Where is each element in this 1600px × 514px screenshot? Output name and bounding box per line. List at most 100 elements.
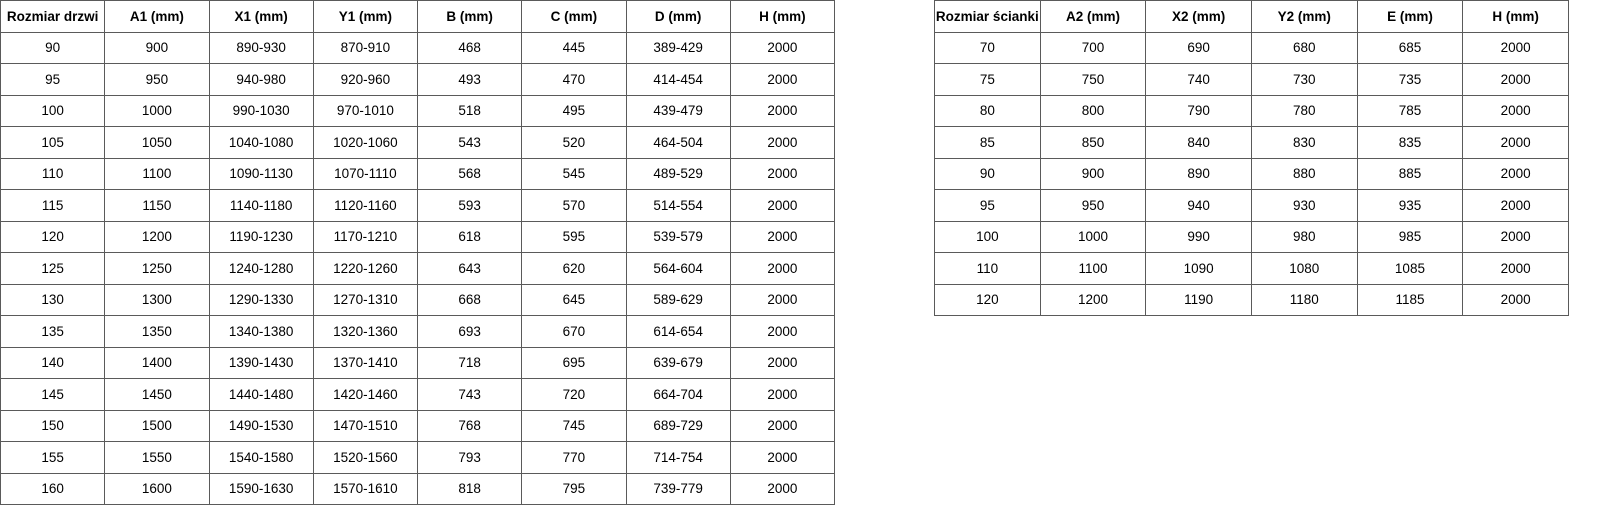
table-cell: 520	[521, 126, 627, 159]
table-cell: 920-960	[312, 63, 419, 96]
table-cell: 1200	[104, 220, 210, 253]
header-row: Rozmiar drzwi A1 (mm) X1 (mm) Y1 (mm) B (mm)…	[0, 0, 836, 33]
table-cell: 840	[1145, 126, 1252, 159]
table-cell: 110	[934, 252, 1041, 285]
table-cell: 2000	[1462, 189, 1569, 222]
table-cell: 1400	[104, 346, 210, 379]
table-cell: 125	[0, 252, 106, 285]
column-header: E (mm)	[1356, 0, 1464, 33]
table-cell: 880	[1250, 157, 1358, 190]
table-cell: 1420-1460	[312, 378, 419, 411]
column-header: B (mm)	[416, 0, 523, 33]
table-cell: 780	[1250, 94, 1358, 127]
table-cell: 643	[416, 252, 523, 285]
table-cell: 2000	[1462, 220, 1569, 253]
table-cell: 1550	[104, 441, 210, 474]
table-row: 80 800 790 780 785 2000	[934, 94, 1569, 127]
table-cell: 990-1030	[208, 94, 314, 127]
table-cell: 900	[1039, 157, 1147, 190]
table-cell: 1350	[104, 315, 210, 348]
table-cell: 2000	[729, 189, 836, 222]
table-cell: 2000	[1462, 63, 1569, 96]
column-header: Rozmiar drzwi	[0, 0, 106, 33]
table-cell: 1140-1180	[208, 189, 314, 222]
table-cell: 743	[416, 378, 523, 411]
table-cell: 818	[416, 472, 523, 505]
table-cell: 1270-1310	[312, 283, 419, 316]
table-cell: 2000	[729, 378, 836, 411]
table-cell: 700	[1039, 31, 1147, 64]
table-cell: 2000	[729, 126, 836, 159]
table-cell: 464-504	[625, 126, 731, 159]
table-cell: 735	[1356, 63, 1464, 96]
table-cell: 689-729	[625, 409, 731, 442]
table-cell: 664-704	[625, 378, 731, 411]
table-cell: 2000	[729, 157, 836, 190]
table-cell: 2000	[729, 63, 836, 96]
table-cell: 1440-1480	[208, 378, 314, 411]
table-cell: 768	[416, 409, 523, 442]
column-header: H (mm)	[1462, 0, 1569, 33]
table-cell: 935	[1356, 189, 1464, 222]
table-cell: 2000	[729, 94, 836, 127]
table-cell: 1290-1330	[208, 283, 314, 316]
table-cell: 100	[0, 94, 106, 127]
table-cell: 1340-1380	[208, 315, 314, 348]
table-cell: 830	[1250, 126, 1358, 159]
table-cell: 2000	[729, 31, 836, 64]
table-row: 125 1250 1240-1280 1220-1260 643 620 564-604 20…	[0, 252, 836, 285]
table-cell: 900	[104, 31, 210, 64]
table-cell: 470	[521, 63, 627, 96]
table-cell: 493	[416, 63, 523, 96]
table-cell: 1180	[1250, 283, 1358, 316]
table-cell: 1590-1630	[208, 472, 314, 505]
wall-size-table: Rozmiar ścianki A2 (mm) X2 (mm) Y2 (mm) E (m…	[934, 0, 1569, 316]
table-cell: 714-754	[625, 441, 731, 474]
column-header: C (mm)	[521, 0, 627, 33]
table-cell: 85	[934, 126, 1041, 159]
table-cell: 639-679	[625, 346, 731, 379]
table-row: 120 1200 1190-1230 1170-1210 618 595 539-579 20…	[0, 220, 836, 253]
table-cell: 545	[521, 157, 627, 190]
table-cell: 1540-1580	[208, 441, 314, 474]
table-row: 75 750 740 730 735 2000	[934, 63, 1569, 96]
table-cell: 970-1010	[312, 94, 419, 127]
table-cell: 2000	[729, 409, 836, 442]
table-cell: 495	[521, 94, 627, 127]
table-cell: 1000	[104, 94, 210, 127]
table-cell: 150	[0, 409, 106, 442]
table-cell: 80	[934, 94, 1041, 127]
header-row: Rozmiar ścianki A2 (mm) X2 (mm) Y2 (mm) E (m…	[934, 0, 1569, 33]
table-cell: 1050	[104, 126, 210, 159]
table-cell: 160	[0, 472, 106, 505]
table-cell: 518	[416, 94, 523, 127]
table-cell: 680	[1250, 31, 1358, 64]
table-cell: 1320-1360	[312, 315, 419, 348]
table-cell: 543	[416, 126, 523, 159]
table-cell: 593	[416, 189, 523, 222]
table-row: 95 950 940-980 920-960 493 470 414-454 2000	[0, 63, 836, 96]
table-cell: 155	[0, 441, 106, 474]
table-cell: 1085	[1356, 252, 1464, 285]
table-cell: 70	[934, 31, 1041, 64]
column-header: Rozmiar ścianki	[934, 0, 1041, 33]
table-cell: 850	[1039, 126, 1147, 159]
table-row: 130 1300 1290-1330 1270-1310 668 645 589-629 20…	[0, 283, 836, 316]
table-cell: 745	[521, 409, 627, 442]
door-size-table: Rozmiar drzwi A1 (mm) X1 (mm) Y1 (mm) B (mm)…	[0, 0, 836, 505]
table-row: 110 1100 1090 1080 1085 2000	[934, 252, 1569, 285]
table-cell: 120	[0, 220, 106, 253]
table-row: 90 900 890-930 870-910 468 445 389-429 2000	[0, 31, 836, 64]
table-cell: 1600	[104, 472, 210, 505]
table-cell: 800	[1039, 94, 1147, 127]
table-cell: 1090	[1145, 252, 1252, 285]
table-cell: 2000	[729, 220, 836, 253]
table-cell: 414-454	[625, 63, 731, 96]
table-row: 160 1600 1590-1630 1570-1610 818 795 739-779 20…	[0, 472, 836, 505]
table-cell: 718	[416, 346, 523, 379]
table-cell: 489-529	[625, 157, 731, 190]
table-cell: 1100	[104, 157, 210, 190]
table-cell: 1185	[1356, 283, 1464, 316]
table-row: 90 900 890 880 885 2000	[934, 157, 1569, 190]
table-cell: 115	[0, 189, 106, 222]
